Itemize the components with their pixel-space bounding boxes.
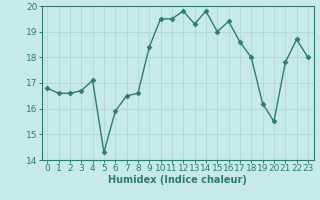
X-axis label: Humidex (Indice chaleur): Humidex (Indice chaleur) xyxy=(108,175,247,185)
